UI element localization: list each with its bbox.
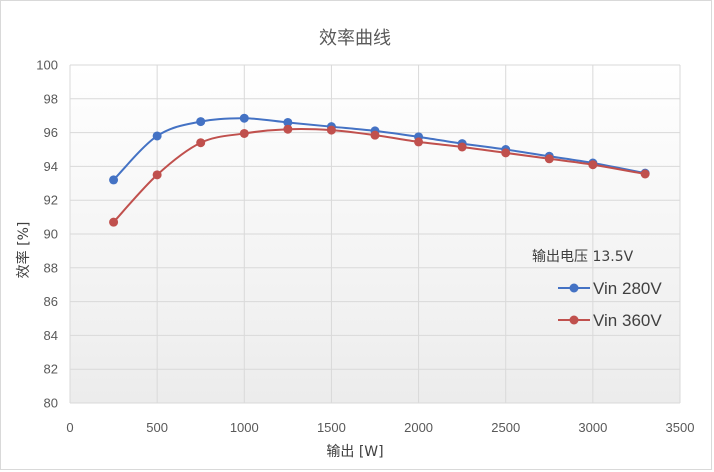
- output-voltage-note: 输出电压 13.5V: [532, 249, 634, 265]
- data-point: [239, 113, 249, 123]
- legend-marker-vin360: [569, 315, 579, 325]
- y-tick-label: 98: [44, 91, 58, 106]
- y-tick-labels: 80 82 84 86 88 90 92 94 96 98 100: [36, 58, 58, 411]
- data-point: [326, 125, 336, 135]
- y-tick-label: 82: [44, 362, 58, 377]
- y-tick-label: 84: [44, 328, 58, 343]
- y-tick-label: 100: [36, 58, 58, 73]
- data-point: [283, 117, 293, 127]
- data-point: [588, 160, 598, 170]
- y-tick-label: 86: [44, 294, 58, 309]
- x-tick-label: 3500: [666, 420, 695, 435]
- legend-label-vin280: Vin 280V: [593, 279, 662, 298]
- data-point: [239, 128, 249, 138]
- y-tick-label: 90: [44, 227, 58, 242]
- data-point: [370, 130, 380, 140]
- data-point: [544, 154, 554, 164]
- data-point: [152, 170, 162, 180]
- x-tick-label: 0: [66, 420, 73, 435]
- legend-marker-vin280: [569, 283, 579, 293]
- y-tick-label: 94: [44, 159, 58, 174]
- x-tick-label: 2500: [491, 420, 520, 435]
- x-axis-title: 输出 [W]: [326, 444, 383, 460]
- x-tick-label: 3000: [578, 420, 607, 435]
- data-point: [640, 169, 650, 179]
- legend: Vin 280V Vin 360V: [558, 279, 662, 330]
- x-tick-label: 1000: [230, 420, 259, 435]
- chart-title: 效率曲线: [319, 28, 391, 49]
- data-point: [109, 217, 119, 227]
- series-vin-360v: [109, 124, 650, 227]
- legend-label-vin360: Vin 360V: [593, 311, 662, 330]
- data-point: [414, 137, 424, 147]
- x-tick-label: 2000: [404, 420, 433, 435]
- data-point: [457, 142, 467, 152]
- data-point: [501, 148, 511, 158]
- data-point: [196, 117, 206, 127]
- grid-lines: [69, 64, 681, 404]
- data-point: [196, 138, 206, 148]
- data-point: [283, 124, 293, 134]
- x-tick-label: 1500: [317, 420, 346, 435]
- data-point: [109, 175, 119, 185]
- y-axis-title: 效率 [%]: [15, 222, 32, 279]
- y-tick-label: 88: [44, 260, 58, 275]
- x-tick-labels: 0 500 1000 1500 2000 2500 3000 3500: [66, 420, 694, 435]
- data-point: [152, 131, 162, 141]
- x-tick-label: 500: [146, 420, 168, 435]
- y-tick-label: 92: [44, 193, 58, 208]
- y-tick-label: 96: [44, 125, 58, 140]
- y-tick-label: 80: [44, 396, 58, 411]
- series-group: [109, 113, 650, 227]
